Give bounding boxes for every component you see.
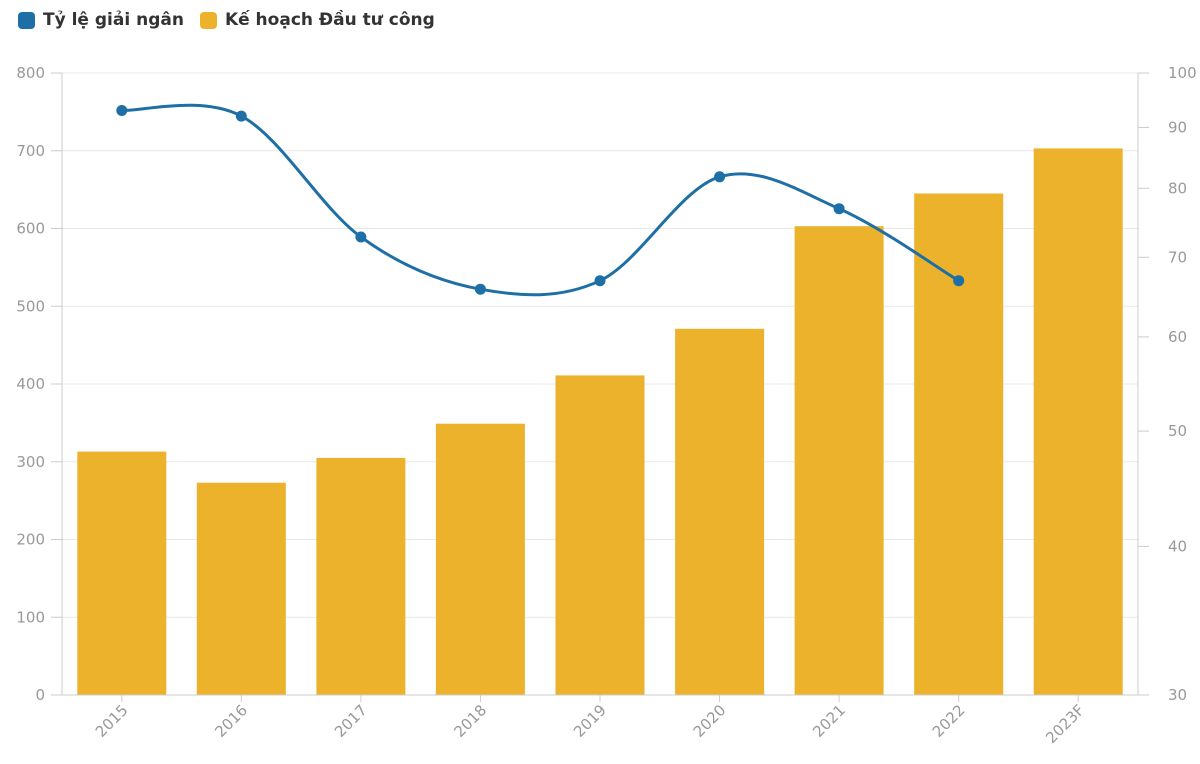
x-axis-label-2021: 2021 (809, 701, 849, 741)
line-point-2019[interactable] (594, 275, 606, 287)
bar-2020[interactable] (675, 328, 765, 695)
line-point-2017[interactable] (355, 231, 367, 243)
x-axis-label-2019: 2019 (570, 701, 610, 741)
y-axis-left-label: 100 (16, 608, 45, 626)
x-axis-label-2016: 2016 (211, 701, 251, 741)
y-axis-right-label: 30 (1168, 686, 1187, 704)
x-axis-label-2018: 2018 (450, 701, 490, 741)
bar-2018[interactable] (435, 423, 525, 695)
y-axis-left-label: 600 (16, 220, 45, 238)
line-point-2018[interactable] (474, 283, 486, 295)
x-axis-label-2023F: 2023F (1042, 701, 1088, 747)
bar-2019[interactable] (555, 375, 645, 695)
y-axis-left-label: 200 (16, 531, 45, 549)
line-point-2020[interactable] (714, 171, 726, 183)
legend: Tỷ lệ giải ngân Kế hoạch Đầu tư công (18, 12, 435, 29)
x-axis-label-2020: 2020 (690, 701, 730, 741)
bar-2021[interactable] (794, 226, 884, 695)
bar-2015[interactable] (77, 451, 167, 695)
y-axis-right-label: 90 (1168, 118, 1187, 136)
line-point-2022[interactable] (953, 275, 965, 287)
y-axis-right-label: 80 (1168, 179, 1187, 197)
legend-label-investment-plan: Kế hoạch Đầu tư công (224, 10, 435, 30)
bar-2023F[interactable] (1033, 148, 1123, 695)
y-axis-left-label: 500 (16, 297, 45, 315)
line-point-2015[interactable] (116, 105, 128, 116)
x-axis-label-2017: 2017 (331, 701, 371, 741)
y-axis-left-label: 0 (35, 686, 45, 704)
y-axis-right-label: 100 (1168, 64, 1197, 82)
legend-swatch-blue-icon (18, 12, 35, 29)
y-axis-left-label: 800 (16, 64, 45, 82)
legend-item-investment-plan[interactable]: Kế hoạch Đầu tư công (199, 10, 435, 30)
legend-item-disbursement-rate[interactable]: Tỷ lệ giải ngân (18, 12, 184, 29)
legend-swatch-yellow-icon (199, 12, 217, 29)
y-axis-right-label: 70 (1168, 248, 1187, 266)
y-axis-right-label: 50 (1168, 422, 1187, 440)
bar-2022[interactable] (914, 193, 1004, 696)
y-axis-right-label: 40 (1168, 537, 1187, 555)
line-point-2016[interactable] (235, 110, 247, 122)
bar-2016[interactable] (196, 482, 286, 695)
y-axis-left-label: 400 (16, 375, 45, 393)
y-axis-right-label: 60 (1168, 328, 1187, 346)
y-axis-left-label: 700 (16, 142, 45, 160)
x-axis-label-2015: 2015 (92, 701, 132, 741)
legend-label-disbursement-rate: Tỷ lệ giải ngân (43, 10, 184, 30)
bar-2017[interactable] (316, 457, 406, 695)
line-point-2021[interactable] (833, 203, 845, 215)
y-axis-left-label: 300 (16, 453, 45, 471)
x-axis-label-2022: 2022 (929, 701, 969, 741)
disbursement-rate-line (120, 103, 961, 297)
